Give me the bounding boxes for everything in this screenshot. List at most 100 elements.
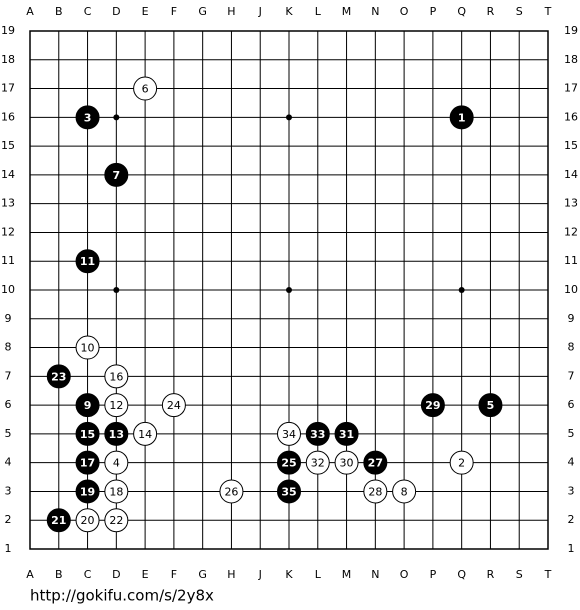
column-label: H <box>227 568 235 581</box>
black-stone <box>75 249 100 274</box>
column-label: R <box>487 5 495 18</box>
move-number: 21 <box>51 514 66 527</box>
column-label: Q <box>457 5 466 18</box>
black-stone <box>305 421 330 446</box>
column-label: T <box>544 5 552 18</box>
move-number: 34 <box>282 428 296 441</box>
column-label: S <box>516 5 523 18</box>
white-stone <box>449 450 474 475</box>
row-label: 6 <box>568 398 575 411</box>
black-stone <box>277 479 301 504</box>
white-stone <box>133 421 158 446</box>
row-label: 5 <box>5 427 12 440</box>
column-label: G <box>198 568 207 581</box>
column-label: C <box>84 568 92 581</box>
move-number: 27 <box>368 457 383 470</box>
move-number: 13 <box>109 428 124 441</box>
column-label: N <box>371 5 379 18</box>
move-number: 24 <box>167 399 181 412</box>
move-number: 18 <box>109 485 123 498</box>
white-stone <box>392 479 417 504</box>
column-label: L <box>315 568 322 581</box>
star-point <box>286 114 292 121</box>
move-number: 4 <box>113 457 120 470</box>
column-label: F <box>171 5 177 18</box>
row-label: 16 <box>1 110 15 123</box>
column-label: F <box>171 568 177 581</box>
column-label: J <box>258 568 262 581</box>
move-number: 20 <box>81 514 95 527</box>
black-stone <box>334 421 359 446</box>
column-label: D <box>112 5 120 18</box>
column-label: N <box>371 568 379 581</box>
column-label: H <box>227 5 235 18</box>
move-number: 26 <box>224 485 238 498</box>
column-label: L <box>315 5 322 18</box>
move-number: 9 <box>84 399 92 412</box>
move-number: 14 <box>138 428 152 441</box>
move-number: 23 <box>51 370 66 383</box>
row-label: 12 <box>1 225 15 238</box>
row-label: 15 <box>564 139 578 152</box>
row-label: 15 <box>1 139 15 152</box>
move-number: 10 <box>81 342 95 355</box>
white-stone <box>104 450 129 475</box>
black-stone <box>363 450 388 475</box>
row-label: 1 <box>568 542 575 555</box>
column-label: G <box>198 5 207 18</box>
column-label: J <box>258 5 262 18</box>
column-label: R <box>487 568 495 581</box>
row-label: 8 <box>5 341 12 354</box>
white-stone <box>75 335 100 360</box>
move-number: 7 <box>113 169 121 182</box>
move-number: 25 <box>281 457 296 470</box>
move-number: 29 <box>425 399 440 412</box>
white-stone <box>104 364 129 389</box>
black-stone <box>75 105 100 130</box>
row-label: 5 <box>568 427 575 440</box>
black-stone <box>75 393 100 418</box>
white-stone <box>277 421 301 446</box>
column-label: E <box>142 568 149 581</box>
column-label: P <box>430 568 437 581</box>
row-label: 7 <box>568 369 575 382</box>
star-point <box>458 287 465 293</box>
row-label: 3 <box>568 484 575 497</box>
column-label: A <box>26 568 34 581</box>
row-label: 11 <box>564 254 578 267</box>
black-stone <box>420 393 445 418</box>
black-stone <box>75 450 100 475</box>
black-stone <box>104 421 129 446</box>
white-stone <box>104 393 129 418</box>
column-label: B <box>55 568 63 581</box>
source-url: http://gokifu.com/s/2y8x <box>30 587 214 605</box>
black-stone <box>104 162 129 187</box>
move-number: 12 <box>109 399 123 412</box>
column-label: Q <box>457 568 466 581</box>
row-label: 1 <box>5 542 12 555</box>
row-label: 19 <box>1 24 15 37</box>
star-point <box>113 114 120 121</box>
row-label: 2 <box>568 513 575 526</box>
row-label: 4 <box>5 456 12 469</box>
column-label: S <box>516 568 523 581</box>
row-label: 12 <box>564 225 578 238</box>
row-label: 13 <box>1 197 15 210</box>
move-number: 5 <box>487 399 495 412</box>
white-stone <box>219 479 244 504</box>
star-point <box>286 287 292 293</box>
column-label: B <box>55 5 63 18</box>
row-label: 6 <box>5 398 12 411</box>
row-label: 18 <box>1 53 15 66</box>
move-number: 15 <box>80 428 95 441</box>
white-stone <box>334 450 359 475</box>
star-point <box>113 287 120 293</box>
row-label: 9 <box>568 312 575 325</box>
row-label: 9 <box>5 312 12 325</box>
row-label: 14 <box>1 168 15 181</box>
move-number: 8 <box>401 485 408 498</box>
column-label: C <box>84 5 92 18</box>
white-stone <box>104 508 129 533</box>
